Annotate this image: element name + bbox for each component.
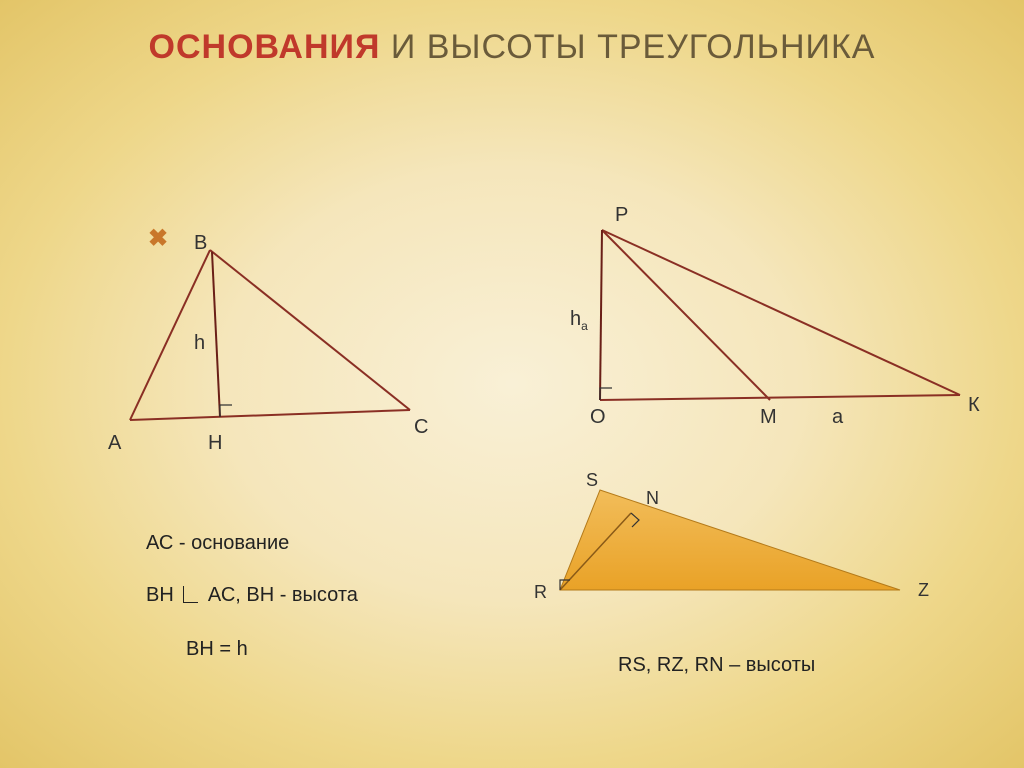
label-H: Н (208, 432, 222, 455)
label-K: К (968, 394, 980, 417)
cap1b: - основание (173, 532, 289, 554)
label-O: О (590, 406, 606, 429)
label-ha-sub: a (581, 319, 588, 333)
title-accent: ОСНОВАНИЯ (149, 28, 381, 66)
label-ha-h: h (570, 308, 581, 330)
label-Z: Z (918, 580, 929, 601)
perpendicular-icon (183, 586, 198, 603)
slide: ОСНОВАНИЯ И ВЫСОТЫ ТРЕУГОЛЬНИКА ✖ В А Н … (0, 0, 1024, 768)
label-B: В (194, 232, 207, 255)
caption-ac-base: АС - основание (146, 532, 289, 555)
slide-title: ОСНОВАНИЯ И ВЫСОТЫ ТРЕУГОЛЬНИКА (0, 28, 1024, 67)
label-R: R (534, 582, 547, 603)
label-A: А (108, 432, 121, 455)
label-a: a (832, 406, 843, 429)
label-ha: ha (570, 308, 588, 333)
label-h: h (194, 332, 205, 355)
title-rest: И ВЫСОТЫ ТРЕУГОЛЬНИКА (380, 28, 875, 66)
diagram-triangle-rsz (540, 480, 940, 620)
caption-rs-rz-rn: RS, RZ, RN – высоты (618, 654, 815, 677)
label-M: М (760, 406, 777, 429)
label-C: С (414, 416, 428, 439)
cap2a: ВН (146, 584, 174, 606)
cap1a: АС (146, 532, 173, 554)
diagram-triangle-abc (90, 240, 450, 460)
caption-bh-eq-h: BH = h (186, 638, 248, 661)
label-P: Р (615, 204, 628, 227)
caption-bh-altitude: ВН АС, ВН - высота (146, 584, 358, 607)
label-S: S (586, 470, 598, 491)
label-N: N (646, 488, 659, 509)
cap2b: АС, ВН - высота (208, 584, 358, 606)
